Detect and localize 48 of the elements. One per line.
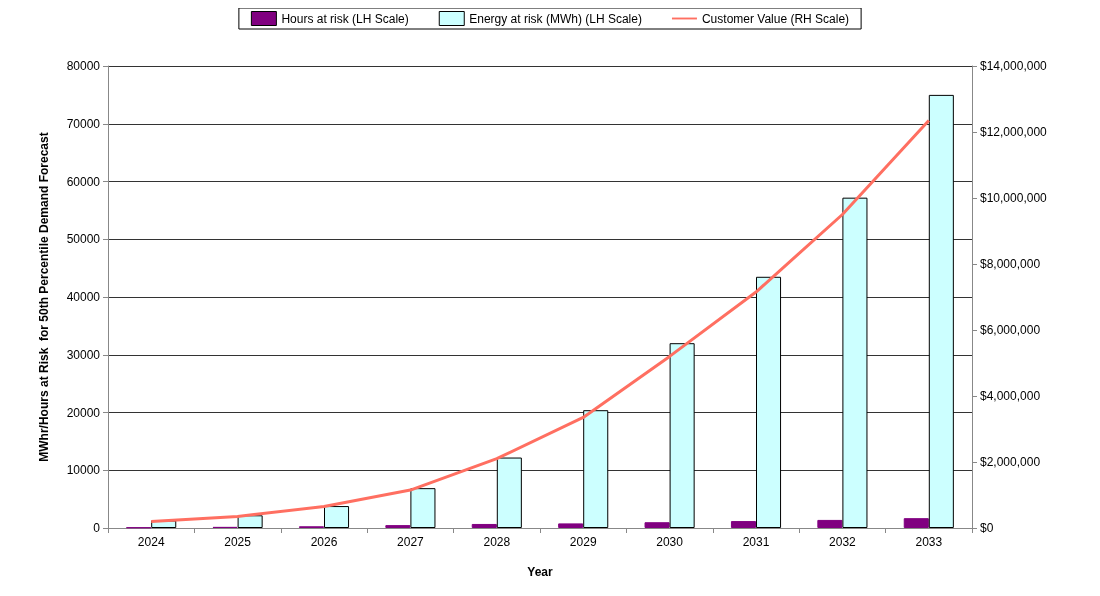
- bar: [496, 457, 522, 528]
- bar: [928, 94, 954, 528]
- bar: [558, 523, 584, 528]
- y-tick-label: 60000: [66, 174, 101, 189]
- y-tick-label: 10000: [66, 463, 101, 478]
- x-tick-label: 2025: [224, 535, 252, 549]
- x-tick-label: 2032: [829, 535, 857, 549]
- y-tick-label: 40000: [66, 290, 101, 304]
- x-tick-label: 2026: [310, 535, 338, 549]
- y-tick-label: 70000: [66, 116, 101, 131]
- y2-tick-label: $0: [980, 521, 994, 535]
- bar: [842, 197, 868, 528]
- bar: [583, 410, 609, 528]
- x-tick-label: 2027: [397, 535, 425, 549]
- bar: [756, 276, 782, 528]
- bar: [471, 523, 497, 528]
- x-tick-label: 2024: [137, 535, 165, 549]
- bar: [903, 518, 929, 528]
- x-axis-title: Year: [527, 565, 554, 579]
- bar: [644, 522, 670, 528]
- x-tick-label: 2029: [569, 535, 597, 549]
- y2-tick-label: $10,000,000: [980, 191, 1048, 205]
- y-tick-label: 0: [93, 521, 101, 535]
- bar: [669, 343, 695, 528]
- bar: [730, 521, 756, 528]
- y2-tick-label: $8,000,000: [980, 257, 1041, 271]
- y-tick-label: 30000: [66, 347, 101, 362]
- y2-tick-label: $4,000,000: [980, 389, 1041, 403]
- bar: [324, 506, 350, 528]
- x-tick-label: 2030: [656, 535, 684, 549]
- x-tick-label: 2033: [915, 535, 943, 549]
- y-axis-title: MWhr/Hours at Risk for 50th Percentile Demand Forecast: [37, 132, 51, 462]
- x-tick-label: 2031: [742, 535, 770, 549]
- legend-label: Hours at risk (LH Scale): [281, 11, 409, 26]
- bar: [410, 488, 436, 528]
- legend-label: Customer Value (RH Scale): [701, 11, 850, 26]
- y-tick-label: 80000: [66, 59, 101, 73]
- y2-tick-label: $14,000,000: [980, 59, 1048, 73]
- x-tick-label: 2028: [483, 535, 511, 549]
- line-series: [149, 118, 931, 523]
- y2-tick-label: $2,000,000: [980, 455, 1041, 469]
- bar: [817, 519, 843, 528]
- bar: [237, 515, 263, 528]
- y2-tick-label: $6,000,000: [980, 323, 1041, 337]
- y-tick-label: 50000: [66, 232, 101, 247]
- y2-tick-label: $12,000,000: [980, 125, 1048, 139]
- y-tick-label: 20000: [66, 405, 101, 420]
- legend-label: Energy at risk (MWh) (LH Scale): [469, 11, 642, 26]
